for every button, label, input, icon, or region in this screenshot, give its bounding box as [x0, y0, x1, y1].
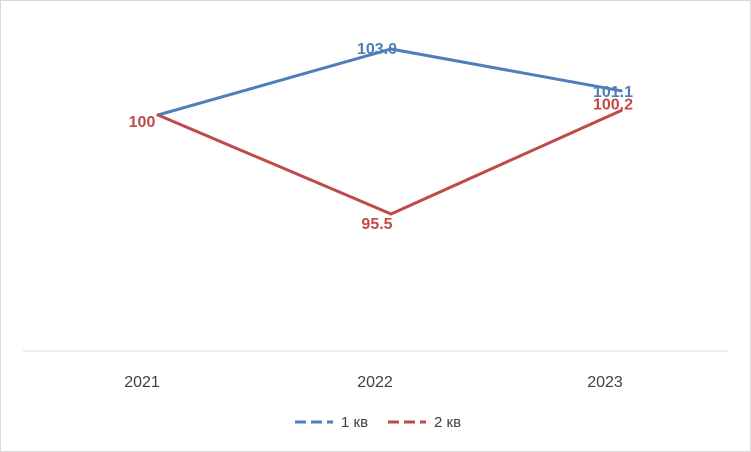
data-label: 100.2 — [593, 97, 633, 114]
data-label: 101.1 — [593, 84, 633, 101]
series-line-1 — [156, 47, 623, 117]
data-label: 100 — [129, 114, 156, 131]
series-line-2 — [156, 109, 623, 216]
x-tick-label: 2021 — [124, 374, 160, 391]
x-tick-label: 2023 — [587, 374, 623, 391]
legend-label-1: 1 кв — [341, 414, 368, 431]
data-point — [389, 212, 393, 216]
data-point — [619, 109, 623, 113]
data-point — [619, 89, 623, 93]
data-label: 103.0 — [357, 41, 397, 58]
data-label-layer: 103.0 101.1 100 95.5 100.2 — [129, 41, 633, 233]
data-point — [389, 47, 393, 51]
data-point — [156, 113, 160, 117]
x-tick-label: 2022 — [357, 374, 393, 391]
legend-label-2: 2 кв — [434, 414, 461, 431]
legend: 1 кв 2 кв — [295, 414, 461, 431]
data-label: 95.5 — [361, 216, 392, 233]
x-tick-layer: 2021 2022 2023 — [124, 374, 623, 391]
series-layer — [156, 47, 623, 216]
